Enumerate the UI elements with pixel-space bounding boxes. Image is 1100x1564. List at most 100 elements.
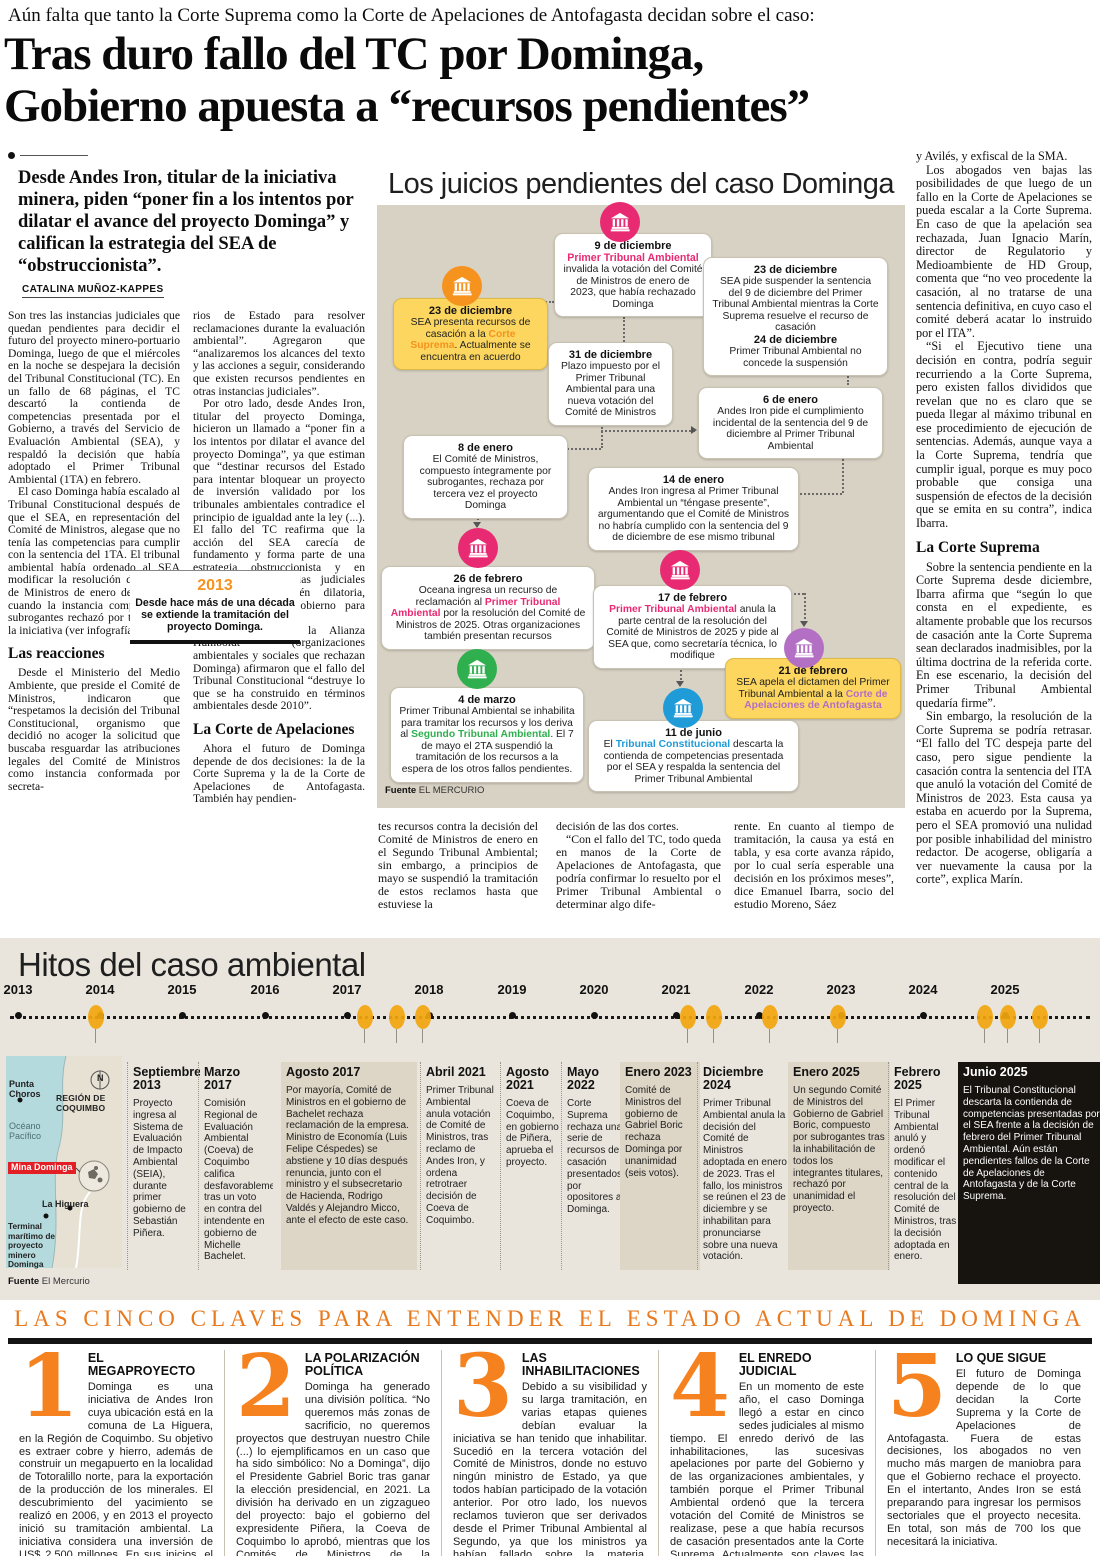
milestone-marker	[762, 1005, 778, 1043]
timeline-entry: Mayo 2022 Corte Suprema rechaza una seri…	[561, 1062, 628, 1270]
milestone-marker	[830, 1005, 846, 1043]
clave-text: Dominga ha generado una división polític…	[236, 1381, 430, 1556]
court-icon	[600, 202, 640, 242]
paragraph: Sobre la sentencia pendiente en la Corte…	[916, 559, 1092, 710]
paragraph: rios de Estado para resolver reclamacion…	[193, 310, 365, 398]
year-label: 2021	[661, 982, 691, 1019]
timeline-entry: Junio 2025 El Tribunal Constitucional de…	[958, 1062, 1100, 1284]
clave-item: 2 LA POLARIZACIÓN POLÍTICA Dominga ha ge…	[224, 1350, 441, 1556]
page-title: Tras duro fallo del TC por Dominga, Gobi…	[4, 28, 1096, 132]
paragraph: Ahora el futuro de Dominga depende de do…	[193, 742, 365, 806]
timeline-entry-text: Por mayoría, Comité de Ministros en el g…	[286, 1085, 409, 1226]
lede: Desde Andes Iron, titular de la iniciati…	[18, 168, 354, 276]
event-card-14-enero: 14 de enero Andes Iron ingresa al Primer…	[588, 467, 799, 551]
headline-line-2: Gobierno apuesta a “recursos pendientes”	[4, 80, 810, 132]
milestone-marker	[977, 1005, 993, 1043]
lead-rule	[8, 152, 88, 159]
timeline-entry: Abril 2021 Primer Tribunal Ambiental anu…	[420, 1062, 501, 1270]
timeline-entry-title: Enero 2025	[793, 1065, 860, 1079]
headline-line-1: Tras duro fallo del TC por Dominga,	[4, 28, 704, 80]
timeline-entry-text: Comité de Ministros del gobierno de Gabr…	[625, 1085, 683, 1179]
year-label: 2023	[826, 982, 856, 1019]
year-label: 2018	[414, 982, 444, 1019]
timeline-entry: Diciembre 2024 Primer Tribunal Ambiental…	[697, 1062, 792, 1270]
timeline-entry-text: Comisión Regional de Evaluación Ambienta…	[204, 1098, 273, 1263]
event-card-4-marzo: 4 de marzo Primer Tribunal Ambiental se …	[390, 687, 584, 783]
clave-item: 4 EL ENREDO JUDICIAL En un momento de es…	[658, 1350, 875, 1556]
clave-number: 1	[19, 1350, 79, 1437]
court-icon	[457, 649, 497, 689]
court-icon	[660, 550, 700, 590]
timeline-entry: Agosto 2017 Por mayoría, Comité de Minis…	[281, 1062, 417, 1270]
paragraph: Desde el Ministerio del Medio Ambiente, …	[8, 666, 180, 793]
timeline-entry-text: Coeva de Coquimbo, en gobierno de Piñera…	[506, 1098, 559, 1168]
timeline-entry-text: El Primer Tribunal Ambiental anuló y ord…	[894, 1098, 957, 1263]
year-label: 2014	[85, 982, 115, 1019]
event-card-26-febrero: 26 de febrero Oceana ingresa un recurso …	[381, 566, 595, 650]
map-label-mina-dominga: Mina Dominga	[8, 1162, 76, 1174]
event-card-8-enero: 8 de enero El Comité de Ministros, compu…	[403, 435, 568, 519]
clave-text: Debido a su visibilidad y su larga trami…	[453, 1381, 647, 1556]
clave-title: LAS INHABILITACIONES	[521, 1351, 640, 1378]
milestone-marker	[706, 1005, 722, 1043]
event-card-21-febrero: 21 de febrero SEA apela el dictamen del …	[725, 658, 901, 719]
timeline-section: Hitos del caso ambiental 2013 2014 2015 …	[0, 938, 1100, 1300]
article-column-2: rios de Estado para resolver reclamacion…	[193, 310, 365, 932]
timeline-entry-title: Diciembre 2024	[703, 1065, 764, 1092]
event-card-6-enero: 6 de enero Andes Iron pide el cumplimien…	[698, 387, 883, 460]
year-label: 2017	[332, 982, 362, 1019]
year-label: 2022	[744, 982, 774, 1019]
claves-section: LAS CINCO CLAVES PARA ENTENDER EL ESTADO…	[0, 1300, 1100, 1564]
timeline-entry: Agosto 2021 Coeva de Coquimbo, en gobier…	[500, 1062, 565, 1270]
year-label: 2013	[3, 982, 33, 1019]
byline: CATALINA MUÑOZ-KAPPES	[22, 284, 164, 298]
clave-title: EL ENREDO JUDICIAL	[738, 1351, 812, 1378]
bullet-icon	[8, 152, 15, 159]
pull-quote: 2013 Desde hace más de una década se ext…	[130, 570, 300, 644]
timeline-entry-text: Primer Tribunal Ambiental anula la decis…	[703, 1098, 787, 1263]
year-label: 2019	[497, 982, 527, 1019]
court-icon	[442, 266, 482, 306]
clave-number: 5	[887, 1350, 947, 1437]
milestone-marker	[357, 1005, 373, 1043]
infographic-source: Fuente EL MERCURIO	[385, 785, 485, 796]
timeline-entry-title: Enero 2023	[625, 1065, 692, 1079]
compass-icon: N	[97, 1073, 104, 1083]
clave-title: LO QUE SIGUE	[955, 1351, 1047, 1365]
timeline-entry-title: Septiembre 2013	[133, 1065, 200, 1092]
court-icon	[784, 628, 824, 668]
paragraph: Por otro lado, desde Andes Iron, titular…	[193, 397, 365, 624]
clave-title: EL MEGAPROYECTO	[87, 1351, 196, 1378]
event-card-31-diciembre: 31 de diciembre Plazo impuesto por el Pr…	[548, 342, 673, 426]
subhead-corte-apelaciones: La Corte de Apelaciones	[193, 721, 355, 738]
map-label-terminal: Terminal marítimo de proyecto minero Dom…	[8, 1221, 56, 1270]
clave-text: Dominga es una iniciativa de Andes Iron …	[19, 1381, 213, 1556]
event-card-9-diciembre: 9 de diciembre Primer Tribunal Ambiental…	[554, 233, 712, 318]
event-card-11-junio: 11 de junio El Tribunal Constitucional d…	[588, 720, 799, 793]
year-label: 2025	[990, 982, 1020, 1019]
map-label-region: REGIÓN DE COQUIMBO	[56, 1093, 106, 1113]
claves-header: LAS CINCO CLAVES PARA ENTENDER EL ESTADO…	[14, 1306, 1086, 1331]
subhead-las-reacciones: Las reacciones	[8, 645, 105, 663]
pull-quote-year: 2013	[197, 577, 233, 594]
map-label-ocean: Océano Pacífico	[9, 1121, 42, 1141]
map-label-punta-choros: Punta Choros	[9, 1079, 41, 1099]
timeline-entry-title: Agosto 2021	[506, 1065, 550, 1092]
timeline-entry: Enero 2025 Un segundo Comité de Ministro…	[788, 1062, 890, 1270]
clave-item: 1 EL MEGAPROYECTO Dominga es una iniciat…	[8, 1350, 224, 1556]
pull-quote-text: Desde hace más de una década se extiende…	[135, 597, 295, 633]
article-column-4: tes recursos contra la decisión del Comi…	[378, 820, 538, 911]
infographic-juicios: Los juicios pendientes del caso Dominga	[377, 163, 905, 808]
infographic-title: Los juicios pendientes del caso Dominga	[387, 167, 895, 200]
paragraph: Los abogados ven bajas las posibilidades…	[916, 162, 1092, 340]
timeline-entry: Febrero 2025 El Primer Tribunal Ambienta…	[888, 1062, 965, 1270]
timeline-source: Fuente El Mercurio	[8, 1276, 90, 1287]
timeline-axis	[10, 1016, 1090, 1019]
clave-number: 2	[236, 1350, 296, 1437]
paragraph: “Si el Ejecutivo tiene una decisión en c…	[916, 339, 1092, 531]
clave-number: 4	[670, 1350, 730, 1437]
year-label: 2016	[250, 982, 280, 1019]
court-icon	[663, 688, 703, 728]
event-card-17-febrero: 17 de febrero Primer Tribunal Ambiental …	[593, 585, 792, 669]
